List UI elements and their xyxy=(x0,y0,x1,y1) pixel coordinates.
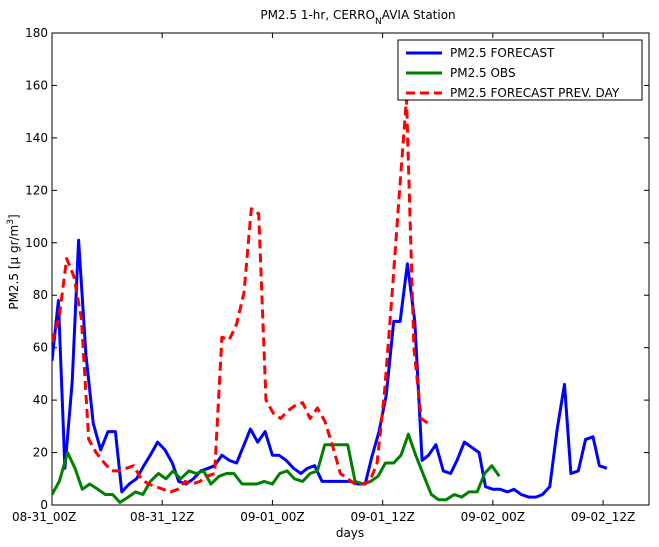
series-line-1 xyxy=(52,238,608,499)
series-layer xyxy=(52,97,608,504)
x-tick-label: 09-02_00Z xyxy=(461,510,525,524)
y-tick-label: 140 xyxy=(25,131,48,145)
y-axis-title-close: ] xyxy=(7,214,21,219)
chart-title-main: PM2.5 1-hr, CERRO xyxy=(260,8,375,22)
x-tick-label: 08-31_00Z xyxy=(12,510,76,524)
x-axis-title: days xyxy=(336,526,364,540)
series-line-3 xyxy=(52,97,430,494)
y-tick-label: 120 xyxy=(25,183,48,197)
series-line-2 xyxy=(52,432,501,504)
y-tick-label: 100 xyxy=(25,236,48,250)
y-axis-title-main: PM2.5 [ xyxy=(7,265,21,310)
y-tick-label: 60 xyxy=(33,341,48,355)
y-tick-label: 20 xyxy=(33,446,48,460)
x-tick-label: 08-31_12Z xyxy=(130,510,194,524)
legend: PM2.5 FORECAST PM2.5 OBS PM2.5 FORECAST PR… xyxy=(397,39,643,101)
y-tick-label: 40 xyxy=(33,393,48,407)
y-tick-label: 160 xyxy=(25,78,48,92)
y-tick-label: 0 xyxy=(40,498,48,512)
chart-title-rest: AVIA Station xyxy=(382,8,456,22)
y-tick-label: 180 xyxy=(25,26,48,40)
x-axis: 08-31_00Z 08-31_12Z 09-01_00Z 09-01_12Z 09-0… xyxy=(12,33,635,524)
plot-area xyxy=(51,32,650,506)
legend-label-1: PM2.5 FORECAST xyxy=(450,46,555,60)
y-axis-title-exponent: 3 xyxy=(6,219,16,225)
y-tick-label: 80 xyxy=(33,288,48,302)
legend-box xyxy=(397,39,643,101)
y-axis: 0 20 40 60 80 100 120 140 160 180 xyxy=(25,26,649,512)
y-axis-title-mu: μ xyxy=(7,257,21,265)
x-tick-label: 09-02_12Z xyxy=(571,510,635,524)
legend-label-2: PM2.5 OBS xyxy=(450,66,516,80)
x-tick-label: 09-01_12Z xyxy=(350,510,414,524)
legend-label-3: PM2.5 FORECAST PREV. DAY xyxy=(450,86,620,100)
y-axis-title: PM2.5 [μ gr/m3] xyxy=(6,214,21,309)
chart-title-subscript: N xyxy=(375,17,382,27)
x-tick-label: 09-01_00Z xyxy=(240,510,304,524)
chart-title: PM2.5 1-hr, CERRONAVIA Station xyxy=(260,8,455,27)
y-axis-title-unit: gr/m xyxy=(7,225,21,257)
